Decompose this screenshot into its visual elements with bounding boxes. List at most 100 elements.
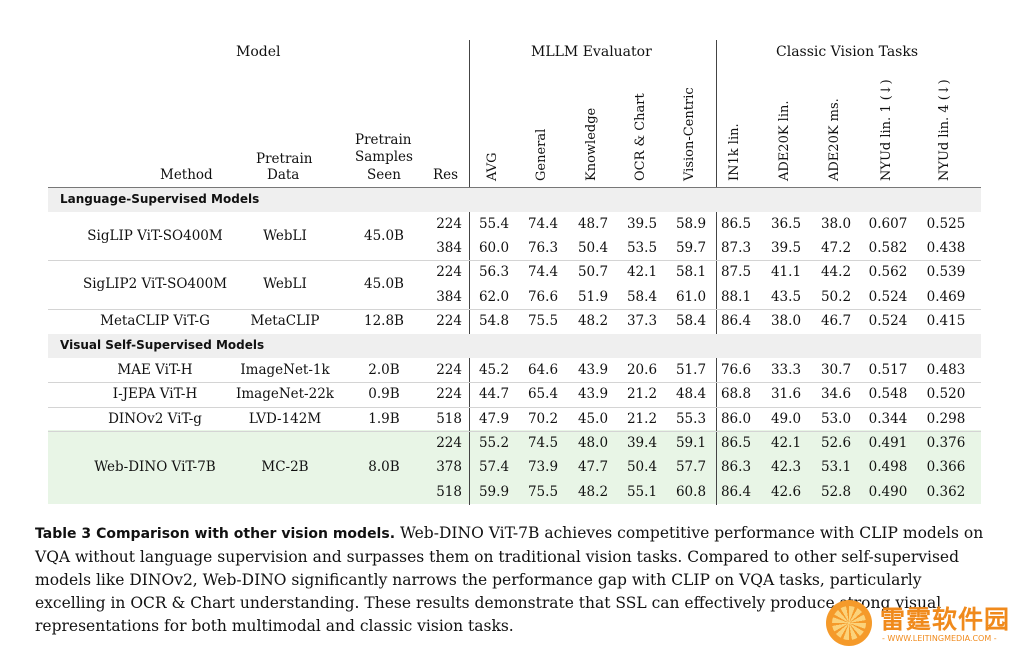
row-value: 59.1: [675, 435, 707, 451]
row-value: 20.6: [626, 362, 658, 378]
model-pretrain-data: ImageNet-1k: [240, 362, 330, 379]
row-value: 37.3: [626, 313, 658, 329]
model-samples-seen: 45.0B: [364, 228, 404, 245]
row-value: 0.366: [926, 459, 966, 475]
row-value: 52.8: [820, 483, 852, 500]
model-method: SigLIP ViT-SO400M: [87, 228, 223, 245]
model-method: DINOv2 ViT-g: [108, 410, 202, 427]
row-value: 0.491: [868, 435, 908, 451]
row-value: 36.5: [770, 216, 802, 232]
row-res: 378: [436, 459, 462, 475]
row-value: 59.7: [675, 240, 707, 256]
row-value: 88.1: [720, 288, 752, 305]
group-header-model: Model: [236, 44, 281, 60]
row-value: 39.5: [770, 240, 802, 256]
row-res: 384: [436, 288, 462, 305]
row-value: 86.5: [720, 435, 752, 451]
model-method: MetaCLIP ViT-G: [100, 313, 210, 330]
row-value: 50.4: [577, 240, 609, 256]
row-res: 518: [436, 483, 462, 500]
metric-header-6: ADE20K lin.: [777, 100, 792, 181]
row-value: 0.582: [868, 240, 908, 256]
row-value: 75.5: [527, 483, 559, 500]
row-value: 21.2: [626, 410, 658, 427]
row-value: 31.6: [770, 386, 802, 402]
row-value: 74.5: [527, 435, 559, 451]
row-value: 59.9: [478, 483, 510, 500]
caption-label: Table 3: [35, 526, 92, 542]
row-value: 49.0: [770, 410, 802, 427]
row-value: 0.539: [926, 264, 966, 280]
row-value: 86.5: [720, 216, 752, 232]
metric-header-3: OCR & Chart: [633, 93, 648, 181]
separator-model: [469, 40, 470, 505]
row-value: 86.0: [720, 410, 752, 427]
model-samples-seen: 2.0B: [368, 362, 400, 379]
row-value: 87.5: [720, 264, 752, 280]
model-method: MAE ViT-H: [117, 362, 193, 379]
row-value: 42.1: [626, 264, 658, 280]
row-value: 43.5: [770, 288, 802, 305]
caption-title: Comparison with other vision models.: [96, 526, 396, 542]
model-samples-seen: 1.9B: [368, 410, 400, 427]
row-value: 0.415: [926, 313, 966, 329]
col-header-samples-1: Pretrain: [355, 132, 412, 148]
metric-header-4: Vision-Centric: [682, 87, 697, 181]
row-value: 48.2: [577, 483, 609, 500]
row-res: 224: [436, 362, 462, 378]
row-value: 21.2: [626, 386, 658, 402]
row-res: 518: [436, 410, 462, 427]
row-value: 55.2: [478, 435, 510, 451]
section-band-ssl: Visual Self-Supervised Models: [48, 334, 981, 358]
row-value: 58.4: [675, 313, 707, 329]
model-pretrain-data: WebLI: [263, 276, 307, 293]
row-value: 55.1: [626, 483, 658, 500]
row-value: 60.8: [675, 483, 707, 500]
row-value: 53.0: [820, 410, 852, 427]
row-value: 0.517: [868, 362, 908, 378]
row-value: 48.0: [577, 435, 609, 451]
row-value: 0.562: [868, 264, 908, 280]
row-value: 0.344: [868, 410, 908, 427]
row-value: 51.7: [675, 362, 707, 378]
row-value: 55.3: [675, 410, 707, 427]
metric-header-0: AVG: [485, 152, 500, 181]
row-value: 0.548: [868, 386, 908, 402]
row-value: 58.4: [626, 288, 658, 305]
header-rule: [48, 187, 981, 188]
row-value: 76.6: [527, 288, 559, 305]
metric-header-1: General: [534, 128, 549, 181]
model-method: Web-DINO ViT-7B: [94, 459, 216, 476]
watermark-title: 雷霆软件园: [880, 605, 1011, 634]
row-value: 54.8: [478, 313, 510, 329]
row-divider: [48, 309, 981, 310]
section-label-ssl: Visual Self-Supervised Models: [60, 338, 265, 352]
row-value: 50.4: [626, 459, 658, 475]
model-method: SigLIP2 ViT-SO400M: [82, 276, 228, 293]
row-value: 39.4: [626, 435, 658, 451]
row-value: 48.7: [577, 216, 609, 232]
row-value: 0.469: [926, 288, 966, 305]
row-value: 55.4: [478, 216, 510, 232]
row-value: 0.490: [868, 483, 908, 500]
col-header-samples-3: Seen: [367, 167, 401, 183]
row-value: 74.4: [527, 264, 559, 280]
row-value: 86.3: [720, 459, 752, 475]
col-header-res: Res: [433, 167, 459, 183]
row-value: 58.1: [675, 264, 707, 280]
watermark-url: - WWW.LEITINGMEDIA.COM -: [882, 634, 997, 643]
row-value: 86.4: [720, 313, 752, 329]
metric-header-2: Knowledge: [584, 107, 599, 181]
row-value: 0.298: [926, 410, 966, 427]
col-header-method: Method: [160, 167, 213, 183]
row-value: 87.3: [720, 240, 752, 256]
row-res: 224: [436, 313, 462, 329]
highlight-row-band: [48, 430, 981, 504]
metric-header-5: IN1k lin.: [727, 123, 742, 181]
group-header-vision: Classic Vision Tasks: [776, 44, 919, 60]
row-value: 60.0: [478, 240, 510, 256]
caption-text: Web-DINO ViT-7B achieves competitive per…: [35, 524, 984, 635]
row-value: 46.7: [820, 313, 852, 329]
row-value: 45.2: [478, 362, 510, 378]
row-value: 52.6: [820, 435, 852, 451]
